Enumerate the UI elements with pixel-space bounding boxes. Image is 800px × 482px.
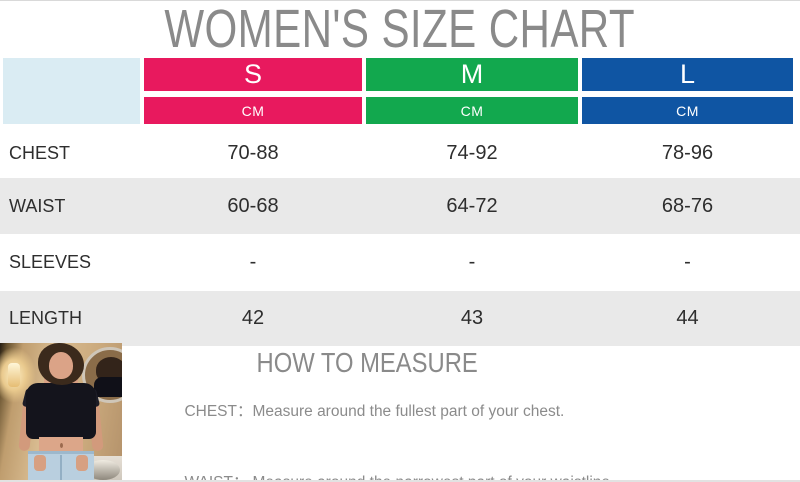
- measure-item-chest: CHEST：Measure around the fullest part of…: [150, 386, 614, 437]
- measure-item-label: CHEST：: [184, 403, 253, 420]
- cell-value: -: [684, 251, 691, 273]
- cell-value: -: [468, 251, 476, 273]
- photo-model-left-hand: [34, 455, 46, 471]
- cell-value: -: [249, 251, 257, 273]
- size-header-m: M: [366, 58, 578, 91]
- size-chart-header: S M L CM CM CM: [3, 58, 793, 124]
- size-header-s: S: [144, 58, 362, 91]
- cell-value: 60-68: [227, 194, 279, 217]
- how-to-measure-list: CHEST：Measure around the fullest part of…: [150, 386, 614, 480]
- cell-value: 78-96: [661, 141, 714, 164]
- table-row-chest: CHEST 70-88 74-92 78-96: [0, 128, 800, 178]
- page-title: WOMEN'S SIZE CHART: [0, 1, 800, 57]
- cell-value: 74-92: [446, 141, 498, 164]
- photo-mirror-reflection-top: [94, 377, 122, 397]
- cell-value: 43: [460, 307, 484, 329]
- table-row-length: LENGTH 42 43 44: [0, 291, 800, 346]
- unit-cell-l: CM: [582, 97, 793, 124]
- unit-cell-m: CM: [366, 97, 578, 124]
- cell-value: 70-88: [227, 141, 279, 164]
- page-title-text: WOMEN'S SIZE CHART: [164, 0, 636, 59]
- row-label: WAIST: [9, 195, 66, 216]
- photo-black-top: [26, 383, 96, 439]
- how-to-measure-heading: HOW TO MEASURE: [122, 347, 612, 379]
- photo-jeans-fly: [60, 455, 62, 480]
- header-corner-cell: [3, 58, 140, 124]
- row-label: LENGTH: [9, 308, 83, 328]
- cell-value: 44: [676, 307, 699, 329]
- measure-item-text: Measure around the fullest part of your …: [252, 403, 565, 420]
- unit-cell-s: CM: [144, 97, 362, 124]
- how-to-measure-heading-text: HOW TO MEASURE: [256, 347, 478, 378]
- row-label: CHEST: [9, 142, 71, 163]
- table-row-sleeves: SLEEVES - - -: [0, 234, 800, 291]
- table-row-waist: WAIST 60-68 64-72 68-76: [0, 178, 800, 234]
- measure-item-waist: WAIST：Measure around the narrowest part …: [150, 457, 614, 480]
- photo-metal-bowl: [86, 460, 120, 480]
- photo-model-face: [49, 352, 73, 379]
- cell-value: 42: [241, 307, 265, 329]
- measure-item-label: WAIST：: [184, 474, 252, 480]
- photo-model-right-hand: [76, 455, 88, 471]
- photo-wall-sconce: [8, 363, 20, 387]
- how-to-measure-section: HOW TO MEASURE CHEST：Measure around the …: [0, 343, 800, 480]
- measure-item-text: Measure around the narrowest part of you…: [252, 474, 614, 480]
- row-label: SLEEVES: [9, 252, 92, 272]
- cell-value: 64-72: [446, 194, 498, 217]
- model-photo: [0, 343, 122, 480]
- cell-value: 68-76: [661, 194, 714, 217]
- photo-model-navel: [60, 443, 63, 448]
- size-header-l: L: [582, 58, 793, 91]
- size-chart-body: CHEST 70-88 74-92 78-96 WAIST 60-68 64-7…: [0, 128, 800, 346]
